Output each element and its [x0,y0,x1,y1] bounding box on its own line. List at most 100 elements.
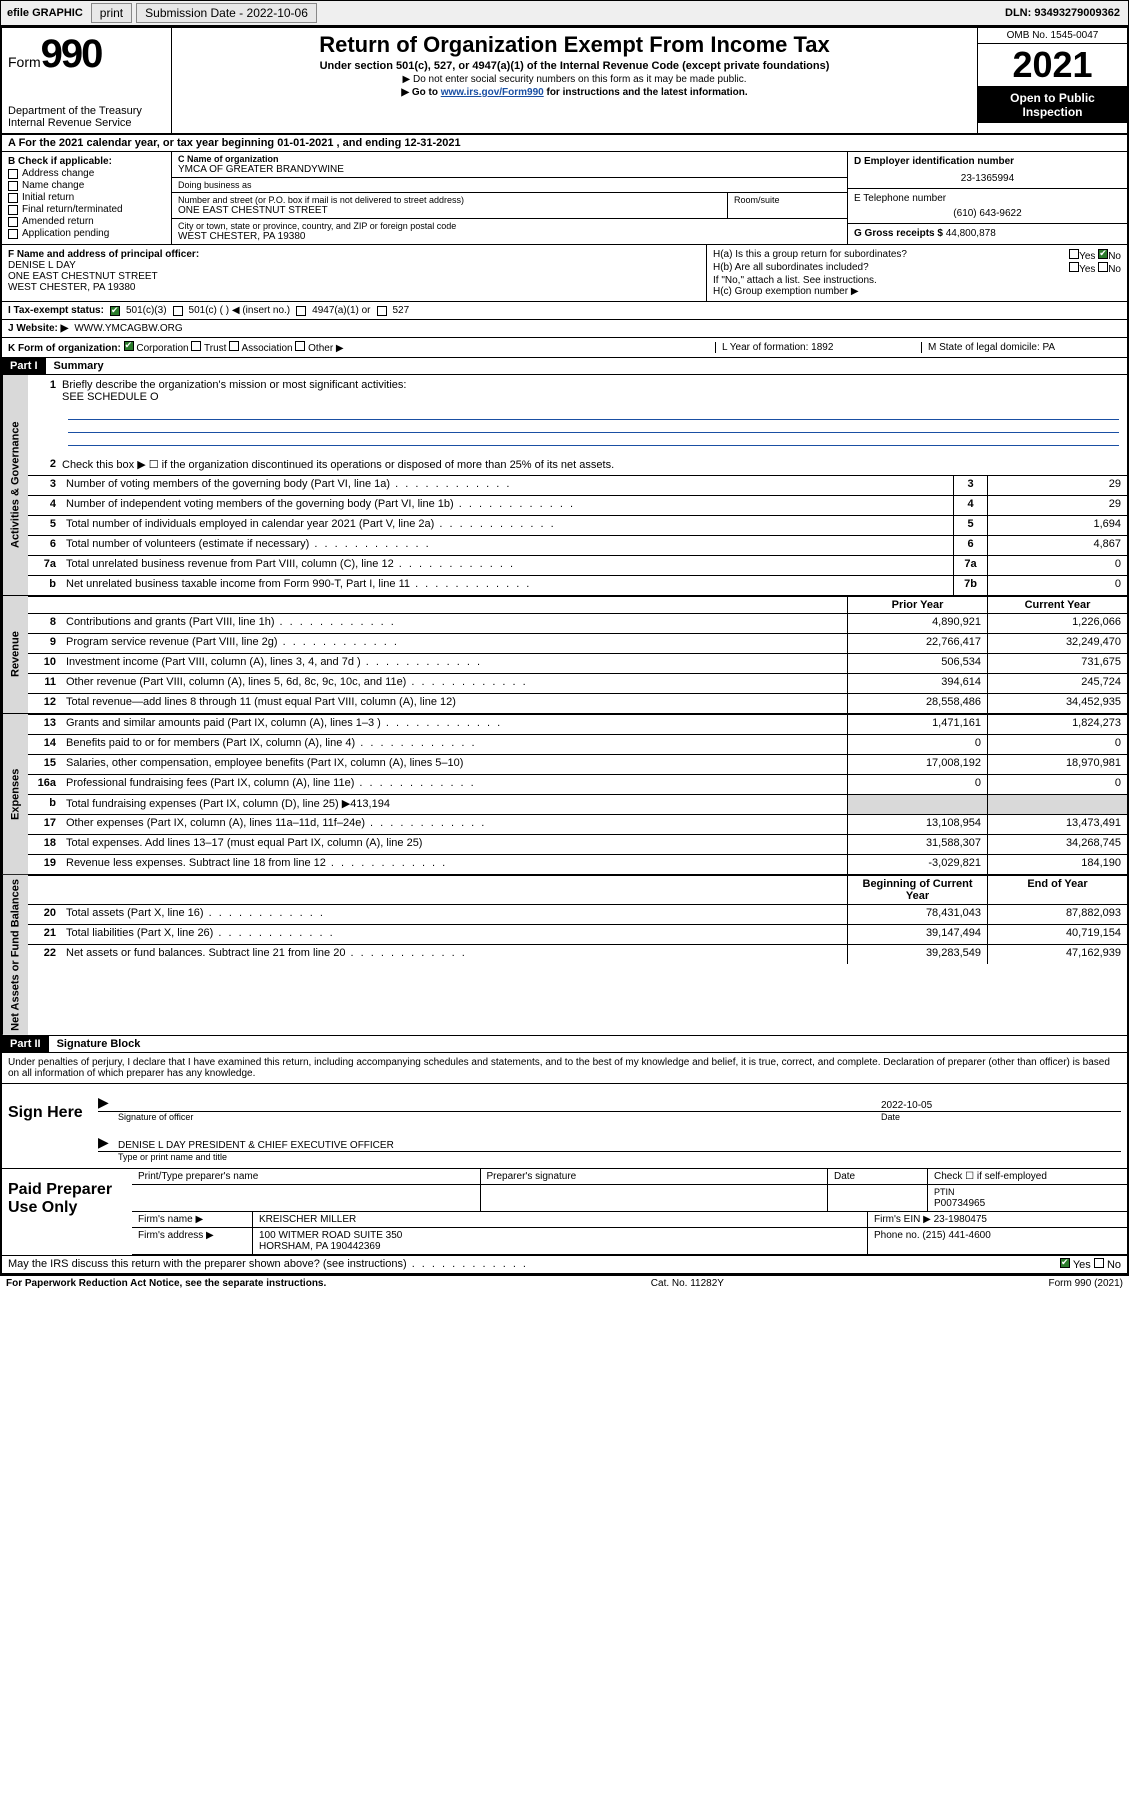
checkbox-address-change[interactable] [8,169,18,179]
assoc-checkbox[interactable] [229,341,239,351]
firm-ein: 23-1980475 [934,1214,987,1225]
discuss-no-checkbox[interactable] [1094,1258,1104,1268]
ha-yes-checkbox[interactable] [1069,249,1079,259]
firm-name-label: Firm's name ▶ [132,1212,252,1227]
part1-badge: Part I [2,358,46,374]
form-label: Form [8,54,41,70]
prep-phone-label: Phone no. [874,1230,920,1241]
checkbox-name-change[interactable] [8,181,18,191]
prep-h2: Preparer's signature [480,1169,828,1184]
checkbox-application-pending[interactable] [8,229,18,239]
line13-desc: Grants and similar amounts paid (Part IX… [62,715,847,734]
line17-p: 13,108,954 [847,815,987,834]
j-label: J Website: ▶ [8,323,68,334]
firm-addr-label: Firm's address ▶ [132,1228,252,1254]
sect-revenue: Revenue Prior YearCurrent Year 8Contribu… [2,596,1127,714]
checkbox-initial-return[interactable] [8,193,18,203]
line19-c: 184,190 [987,855,1127,874]
efile-label: efile GRAPHIC [1,5,89,21]
vtab-netassets: Net Assets or Fund Balances [2,875,28,1035]
vtab-expenses: Expenses [2,714,28,874]
line8-c: 1,226,066 [987,614,1127,633]
sign-here-block: Sign Here ▶ 2022-10-05 Signature of offi… [2,1084,1127,1169]
line18-p: 31,588,307 [847,835,987,854]
gross-label: G Gross receipts $ [854,228,943,239]
line20-b: 78,431,043 [847,905,987,924]
ha-no-checkbox[interactable] [1098,249,1108,259]
part2-badge: Part II [2,1036,49,1052]
line11-c: 245,724 [987,674,1127,693]
page-footer: For Paperwork Reduction Act Notice, see … [0,1276,1129,1291]
line3-desc: Number of voting members of the governin… [62,476,953,495]
line14-desc: Benefits paid to or for members (Part IX… [62,735,847,754]
line8-p: 4,890,921 [847,614,987,633]
col-end: End of Year [987,876,1127,904]
part2-header: Part II Signature Block [2,1036,1127,1053]
phone-value: (610) 643-9622 [854,208,1121,219]
hc-label: H(c) Group exemption number ▶ [713,286,1121,297]
line7a-desc: Total unrelated business revenue from Pa… [62,556,953,575]
hb-no-checkbox[interactable] [1098,262,1108,272]
line4-val: 29 [987,496,1127,515]
dba-label: Doing business as [178,180,841,190]
irs-label: Internal Revenue Service [8,117,165,129]
part1-title: Summary [46,358,112,374]
form-header: Form990 Department of the Treasury Inter… [2,28,1127,135]
line15-c: 18,970,981 [987,755,1127,774]
k-label: K Form of organization: [8,343,121,354]
header-right: OMB No. 1545-0047 2021 Open to Public In… [977,28,1127,133]
form-note1: ▶ Do not enter social security numbers o… [178,74,971,85]
addr-label: Number and street (or P.O. box if mail i… [178,195,721,205]
line5-val: 1,694 [987,516,1127,535]
row-i: I Tax-exempt status: 501(c)(3) 501(c) ( … [2,302,1127,320]
line20-desc: Total assets (Part X, line 16) [62,905,847,924]
checkbox-final-return[interactable] [8,205,18,215]
form-ref: Form 990 (2021) [1049,1278,1123,1289]
submission-date-button[interactable]: Submission Date - 2022-10-06 [136,3,317,23]
type-name-label: Type or print name and title [118,1152,1121,1162]
dln-label: DLN: 93493279009362 [997,5,1128,21]
line7a-val: 0 [987,556,1127,575]
other-checkbox[interactable] [295,341,305,351]
line11-desc: Other revenue (Part VIII, column (A), li… [62,674,847,693]
sect-governance: Activities & Governance 1 Briefly descri… [2,375,1127,596]
form-note2: ▶ Go to www.irs.gov/Form990 for instruct… [178,87,971,98]
form-subtitle: Under section 501(c), 527, or 4947(a)(1)… [178,60,971,72]
preparer-label: Paid Preparer Use Only [2,1169,132,1255]
preparer-block: Paid Preparer Use Only Print/Type prepar… [2,1169,1127,1256]
line9-c: 32,249,470 [987,634,1127,653]
line16b-p [847,795,987,814]
hb-label: H(b) Are all subordinates included? [713,262,869,275]
sect-expenses: Expenses 13Grants and similar amounts pa… [2,714,1127,875]
line19-desc: Revenue less expenses. Subtract line 18 … [62,855,847,874]
trust-checkbox[interactable] [191,341,201,351]
col-c: C Name of organization YMCA OF GREATER B… [172,152,847,244]
print-button[interactable]: print [91,3,132,23]
addr-value: ONE EAST CHESTNUT STREET [178,205,721,216]
4947-checkbox[interactable] [296,306,306,316]
firm-ein-label: Firm's EIN ▶ [874,1214,931,1225]
officer-name-title: DENISE L DAY PRESIDENT & CHIEF EXECUTIVE… [118,1140,881,1151]
cat-no: Cat. No. 11282Y [651,1278,724,1289]
line10-desc: Investment income (Part VIII, column (A)… [62,654,847,673]
line7b-val: 0 [987,576,1127,595]
open-to-public: Open to Public Inspection [978,87,1127,123]
line21-e: 40,719,154 [987,925,1127,944]
checkbox-amended-return[interactable] [8,217,18,227]
line12-desc: Total revenue—add lines 8 through 11 (mu… [62,694,847,713]
line22-desc: Net assets or fund balances. Subtract li… [62,945,847,964]
line7b-desc: Net unrelated business taxable income fr… [62,576,953,595]
discuss-yes-checkbox[interactable] [1060,1258,1070,1268]
hb-yes-checkbox[interactable] [1069,262,1079,272]
527-checkbox[interactable] [377,306,387,316]
501c-checkbox[interactable] [173,306,183,316]
line22-b: 39,283,549 [847,945,987,964]
city-value: WEST CHESTER, PA 19380 [178,231,841,242]
m-state: M State of legal domicile: PA [921,342,1121,353]
line6-val: 4,867 [987,536,1127,555]
discuss-row: May the IRS discuss this return with the… [2,1256,1127,1274]
501c3-checkbox[interactable] [110,306,120,316]
line16a-desc: Professional fundraising fees (Part IX, … [62,775,847,794]
corp-checkbox[interactable] [124,341,134,351]
form990-link[interactable]: www.irs.gov/Form990 [441,87,544,98]
